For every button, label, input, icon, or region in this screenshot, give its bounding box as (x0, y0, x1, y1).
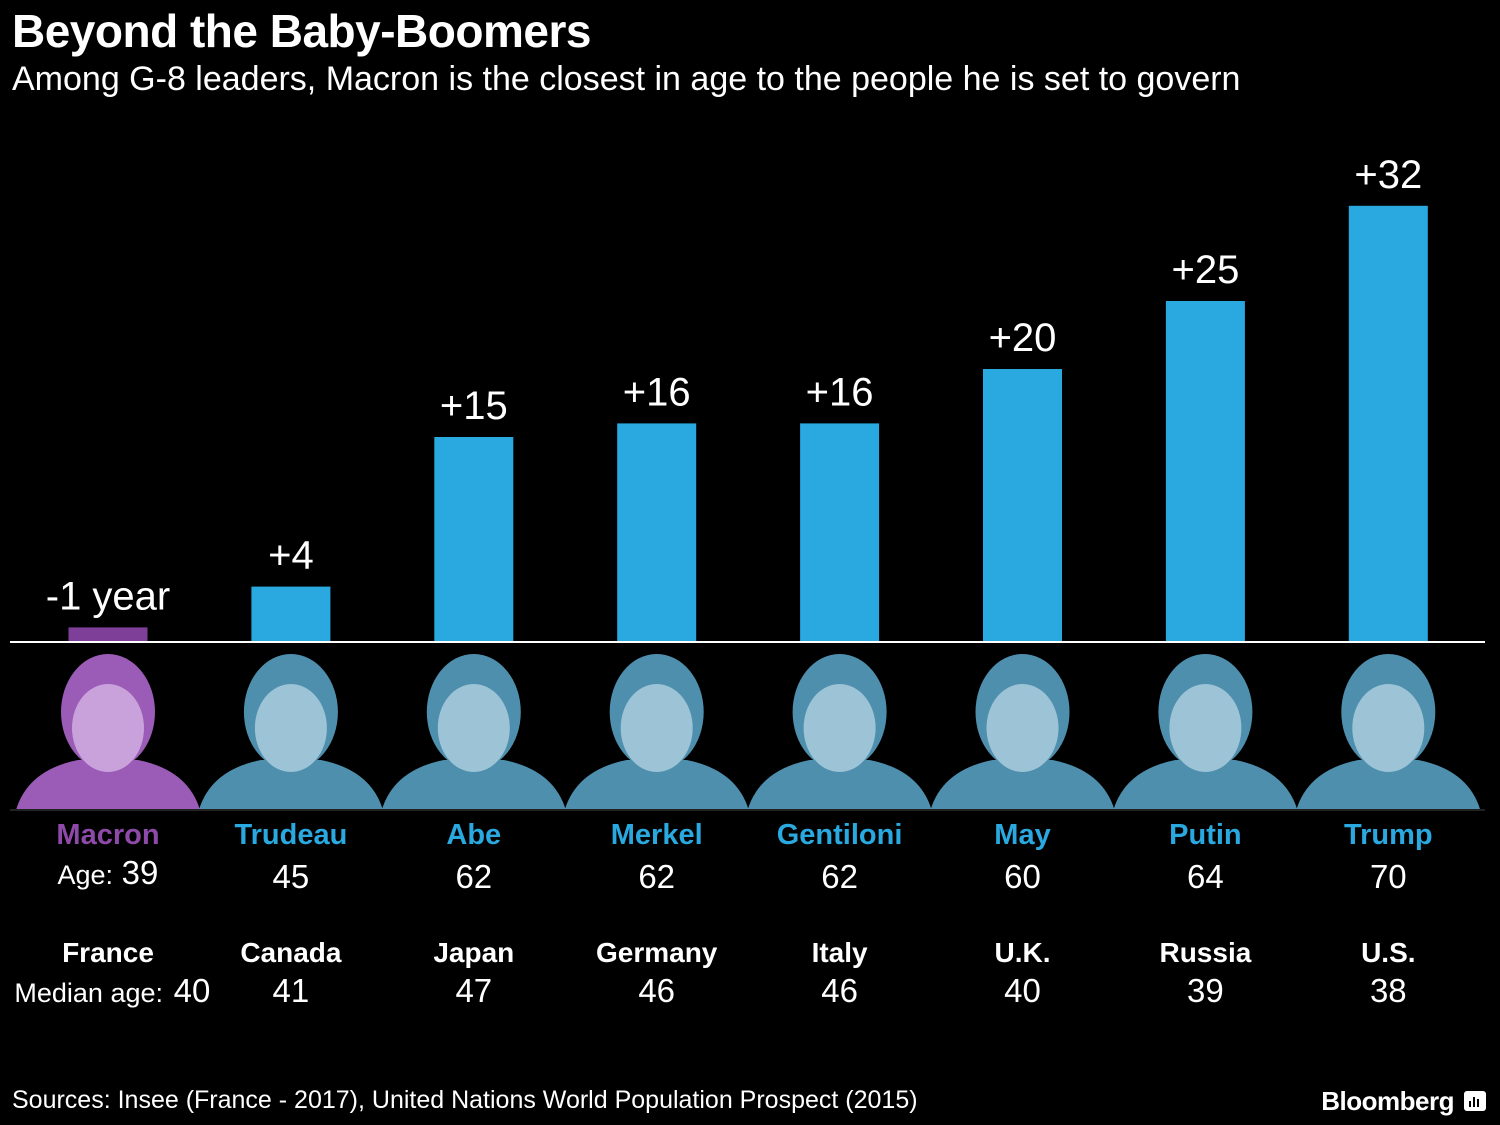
median-age: 38 (1370, 972, 1407, 1009)
value-label: +32 (1354, 153, 1422, 197)
leader-name: May (994, 819, 1050, 851)
leader-name: Merkel (611, 819, 703, 851)
country-name: Italy (812, 937, 868, 968)
median-age: 47 (455, 972, 492, 1009)
leader-name: Macron (56, 819, 159, 851)
median-age: 41 (273, 972, 310, 1009)
country-name: Canada (240, 937, 342, 968)
portrait-macron (16, 654, 200, 810)
leader-age: 45 (273, 858, 310, 895)
country-name: U.S. (1361, 937, 1415, 968)
bloomberg-wordmark: Bloomberg (1321, 1086, 1454, 1116)
value-label: +20 (989, 316, 1057, 360)
leader-age: 60 (1004, 858, 1041, 895)
median-age-prefix: Median age: (14, 978, 163, 1008)
country-name: U.K. (995, 937, 1051, 968)
median-age: 40 (1004, 972, 1041, 1009)
leader-age: 70 (1370, 858, 1407, 895)
bar-chart: -1 yearMacron39France40+4Trudeau45Canada… (10, 153, 1485, 1009)
leader-age: 62 (638, 858, 675, 895)
value-label: -1 year (46, 574, 171, 618)
value-label: +4 (268, 534, 314, 578)
bar-macron (68, 627, 148, 641)
median-age: 46 (821, 972, 858, 1009)
leader-name: Abe (446, 819, 501, 851)
country-name: France (62, 937, 154, 968)
value-label: +25 (1171, 248, 1239, 292)
median-age: 39 (1187, 972, 1224, 1009)
value-label: +15 (440, 384, 508, 428)
portrait-gentiloni (747, 654, 932, 810)
bar-gentiloni (800, 423, 880, 641)
portrait-putin (1113, 654, 1298, 810)
value-label: +16 (806, 370, 874, 414)
country-name: Germany (596, 937, 718, 968)
chart-subtitle: Among G-8 leaders, Macron is the closest… (12, 60, 1241, 98)
portrait-may (930, 654, 1115, 810)
median-age: 40 (174, 972, 211, 1009)
leader-age: 62 (821, 858, 858, 895)
bloomberg-logo-icon (1464, 1091, 1486, 1111)
source-note: Sources: Insee (France - 2017), United N… (12, 1086, 918, 1114)
bar-abe (434, 437, 514, 641)
chart-title: Beyond the Baby-Boomers (12, 5, 591, 57)
median-age: 46 (638, 972, 675, 1009)
bar-trump (1348, 205, 1428, 642)
leader-name: Gentiloni (777, 819, 903, 851)
age-prefix: Age: (57, 860, 113, 890)
portrait-abe (381, 654, 566, 810)
leader-name: Trudeau (234, 819, 347, 851)
leader-name: Putin (1169, 819, 1242, 851)
portrait-trump (1296, 654, 1481, 810)
portrait-merkel (564, 654, 749, 810)
leader-age: 64 (1187, 858, 1224, 895)
leader-age: 39 (122, 854, 159, 891)
country-name: Russia (1159, 937, 1251, 968)
leader-age: 62 (455, 858, 492, 895)
portrait-trudeau (198, 654, 383, 810)
leader-name: Trump (1344, 819, 1433, 851)
value-label: +16 (623, 370, 691, 414)
bar-may (983, 369, 1062, 641)
bar-trudeau (251, 586, 331, 641)
bar-merkel (617, 423, 697, 641)
country-name: Japan (433, 937, 514, 968)
bar-putin (1165, 301, 1245, 641)
